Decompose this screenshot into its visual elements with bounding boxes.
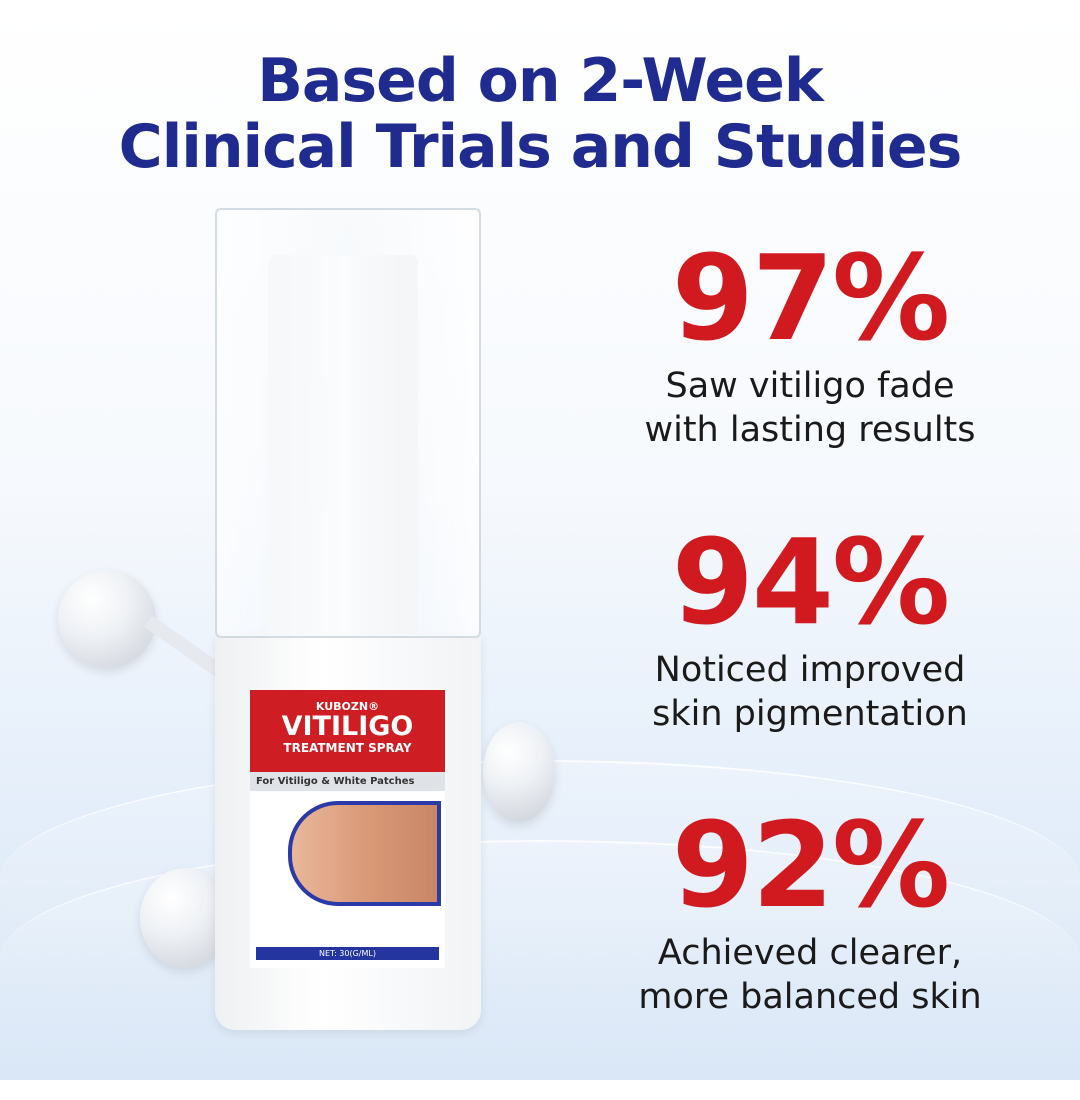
face-image — [288, 801, 441, 906]
brand-name: KUBOZN® — [315, 700, 380, 713]
stat-desc: skin pigmentation — [652, 694, 968, 734]
headline-line-1: Based on 2-Week — [257, 46, 824, 116]
stat-92: 92% Achieved clearer, more balanced skin — [590, 805, 1030, 1019]
stat-value: 92% — [671, 796, 950, 934]
stat-value: 97% — [671, 229, 950, 367]
clear-cap — [215, 208, 481, 638]
product-label: KUBOZN® VITILIGO TREATMENT SPRAY For Vit… — [250, 690, 445, 968]
product-tagline: For Vitiligo & White Patches — [250, 772, 445, 791]
net-content: NET: 30(G/ML) — [256, 947, 439, 960]
stat-desc: Noticed improved — [654, 650, 966, 690]
stat-97: 97% Saw vitiligo fade with lasting result… — [590, 238, 1030, 452]
molecule-bond — [144, 615, 226, 679]
product-name: VITILIGO — [281, 711, 414, 742]
stat-desc: Achieved clearer, — [657, 933, 963, 973]
headline: Based on 2-Week Clinical Trials and Stud… — [0, 48, 1080, 180]
product-type: TREATMENT SPRAY — [283, 741, 412, 755]
stat-desc: Saw vitiligo fade — [665, 366, 955, 406]
stat-desc: more balanced skin — [638, 977, 982, 1017]
stat-value: 94% — [671, 513, 950, 651]
stat-94: 94% Noticed improved skin pigmentation — [590, 522, 1030, 736]
stat-desc: with lasting results — [644, 410, 976, 450]
molecule-sphere — [483, 722, 555, 822]
headline-line-2: Clinical Trials and Studies — [118, 112, 963, 182]
molecule-sphere — [58, 570, 156, 668]
